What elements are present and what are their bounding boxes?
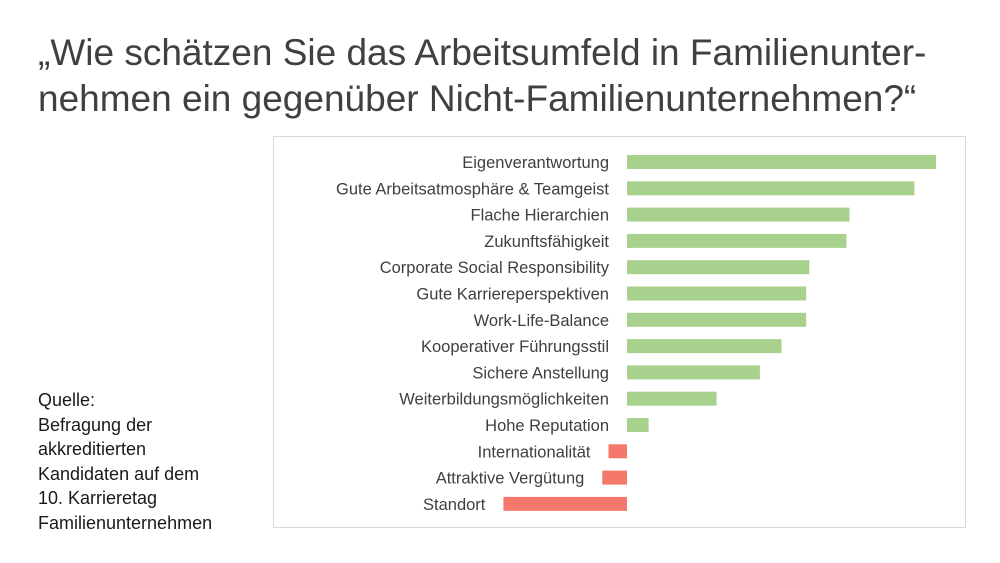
category-label-internationalitaet: Internationalität <box>478 443 591 461</box>
source-note: Quelle: Befragung der akkreditierten Kan… <box>38 388 268 535</box>
source-line: Befragung der <box>38 414 153 435</box>
category-label-flache-hierarchien: Flache Hierarchien <box>471 207 609 225</box>
category-label-attraktive-verguetung: Attraktive Vergütung <box>436 470 585 488</box>
bar-weiterbildungsmoeglichkeiten <box>627 391 717 406</box>
bar-attraktive-verguetung <box>602 470 627 485</box>
bar-work-life-balance <box>627 312 807 327</box>
category-label-hohe-reputation: Hohe Reputation <box>485 417 609 435</box>
bar-kooperativer-fuehrungsstil <box>627 339 782 354</box>
category-label-eigenverantwortung: Eigenverantwortung <box>462 154 609 172</box>
source-line: Quelle: <box>38 390 96 410</box>
bar-sichere-anstellung <box>627 365 760 380</box>
bar-corporate-social-responsibility <box>627 260 810 275</box>
category-label-sichere-anstellung: Sichere Anstellung <box>472 364 609 382</box>
source-line: Kandidaten auf dem <box>38 463 200 484</box>
category-label-gute-arbeitsatmosphaere-teamgeist: Gute Arbeitsatmosphäre & Teamgeist <box>336 180 609 198</box>
category-label-corporate-social-responsibility: Corporate Social Responsibility <box>380 259 610 277</box>
source-line: akkreditierten <box>38 439 147 459</box>
bar-gute-arbeitsatmosphaere-teamgeist <box>627 181 915 196</box>
slide-title-line-2: nehmen ein gegenüber Nicht-Familienunter… <box>38 78 917 119</box>
chart-area: Eigenverantwortung Gute Arbeitsatmosphäre… <box>273 136 966 528</box>
bar-chart: Eigenverantwortung Gute Arbeitsatmosphäre… <box>336 154 936 514</box>
bar-standort <box>503 496 627 511</box>
category-label-zukunftsfaehigkeit: Zukunftsfähigkeit <box>484 233 609 251</box>
source-line: 10. Karrieretag <box>38 488 158 508</box>
bar-eigenverantwortung <box>627 155 936 169</box>
slide-title: „Wie schätzen Sie das Arbeitsumfeld in F… <box>38 30 978 122</box>
bar-flache-hierarchien <box>627 207 850 222</box>
bar-hohe-reputation <box>627 418 649 432</box>
category-label-gute-karriereperspektiven: Gute Karriereperspektiven <box>416 286 609 304</box>
category-label-work-life-balance: Work-Life-Balance <box>474 312 609 330</box>
bar-gute-karriereperspektiven <box>627 286 807 301</box>
bar-internationalitaet <box>608 444 627 459</box>
source-line: Familienunternehmen <box>38 512 213 533</box>
category-label-standort: Standort <box>423 496 486 514</box>
category-label-weiterbildungsmoeglichkeiten: Weiterbildungsmöglichkeiten <box>399 391 609 409</box>
category-label-kooperativer-fuehrungsstil: Kooperativer Führungsstil <box>421 338 609 356</box>
slide-title-line-1: „Wie schätzen Sie das Arbeitsumfeld in F… <box>38 32 927 73</box>
bar-zukunftsfaehigkeit <box>627 233 847 248</box>
